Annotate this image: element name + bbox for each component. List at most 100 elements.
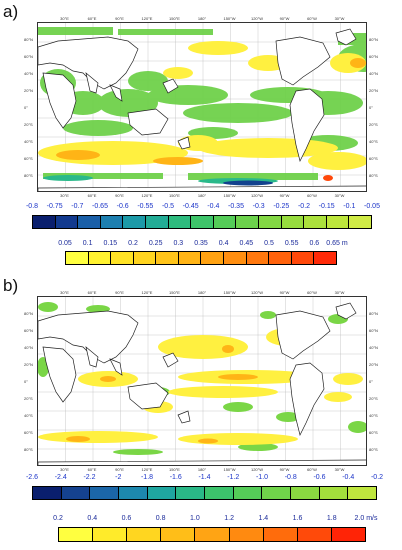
colorbar-cell bbox=[59, 528, 94, 541]
lat-tick-label: 60°N bbox=[24, 54, 33, 59]
colorbar-cell bbox=[205, 487, 234, 499]
colorbar-label: -0.8 bbox=[284, 474, 297, 481]
colorbar-label: -0.05 bbox=[364, 203, 380, 210]
lat-tick-label: 80°S bbox=[369, 173, 378, 178]
lat-tick-label: 20°S bbox=[24, 122, 33, 127]
lon-tick-label: 90°W bbox=[279, 16, 290, 21]
panel-a-colorbar-negative bbox=[32, 215, 372, 229]
colorbar-cell bbox=[304, 216, 327, 228]
colorbar-label: -0.25 bbox=[273, 203, 290, 210]
lon-tick-label: 120°W bbox=[250, 290, 264, 295]
colorbar-cell bbox=[88, 252, 112, 264]
colorbar-label: -0.3 bbox=[252, 203, 265, 210]
colorbar-cell bbox=[314, 252, 336, 264]
lon-tick-label: 60°W bbox=[307, 16, 317, 21]
lat-tick-label: 60°S bbox=[24, 430, 33, 435]
lat-tick-label: 80°N bbox=[369, 37, 378, 42]
lat-tick-label: 20°S bbox=[24, 396, 33, 401]
lon-tick-label: 60°W bbox=[307, 467, 317, 472]
colorbar-cell bbox=[269, 252, 292, 264]
lon-tick-label: 120°W bbox=[250, 467, 264, 472]
lon-tick-label: 30°E bbox=[60, 290, 69, 295]
lon-tick-label: 150°E bbox=[169, 16, 180, 21]
colorbar-cell bbox=[291, 487, 320, 499]
lon-tick-label: 180° bbox=[197, 290, 207, 295]
colorbar-label: -2.4 bbox=[54, 474, 67, 481]
lon-tick-label: 30°W bbox=[334, 193, 345, 198]
colorbar-cell bbox=[111, 252, 134, 264]
colorbar-cell bbox=[233, 487, 263, 499]
colorbar-label: 0.5 bbox=[264, 240, 274, 247]
lon-tick-label: 90°E bbox=[115, 467, 124, 472]
lon-tick-label: 180° bbox=[197, 467, 207, 472]
lat-tick-label: 80°S bbox=[24, 447, 33, 452]
colorbar-label: 0.8 bbox=[155, 515, 166, 522]
lon-tick-label: 90°W bbox=[279, 467, 290, 472]
colorbar-cell bbox=[133, 252, 157, 264]
colorbar-label: -0.4 bbox=[342, 474, 355, 481]
lon-tick-label: 60°W bbox=[307, 193, 317, 198]
colorbar-label: 1.0 bbox=[190, 515, 200, 522]
colorbar-label: -0.1 bbox=[343, 203, 356, 210]
lon-tick-label: 60°E bbox=[87, 16, 97, 21]
colorbar-cell bbox=[191, 216, 214, 228]
colorbar-label: 0.45 bbox=[239, 240, 254, 247]
colorbar-cell bbox=[66, 252, 89, 264]
colorbar-label: -0.5 bbox=[161, 203, 175, 210]
colorbar-cell bbox=[33, 487, 62, 499]
colorbar-cell bbox=[123, 216, 146, 228]
colorbar-label: 1.2 bbox=[224, 515, 234, 522]
lon-tick-label: 30°E bbox=[60, 467, 69, 472]
colorbar-label: -1.2 bbox=[227, 474, 240, 481]
colorbar-label: -1.4 bbox=[198, 474, 211, 481]
colorbar-cell bbox=[145, 216, 169, 228]
colorbar-label: -2.2 bbox=[83, 474, 96, 481]
colorbar-cell bbox=[78, 216, 101, 228]
colorbar-cell bbox=[224, 252, 247, 264]
colorbar-cell bbox=[90, 487, 120, 499]
colorbar-label: -2.6 bbox=[25, 474, 39, 481]
colorbar-label: -0.45 bbox=[182, 203, 199, 210]
panel-b-colorbar-positive-labels: 0.2 0.4 0.6 0.8 1.0 1.2 1.4 1.6 1.8 2.0 m/s bbox=[0, 515, 402, 525]
lon-tick-label: 120°E bbox=[141, 16, 153, 21]
colorbar-label: 0.15 bbox=[103, 240, 118, 247]
lon-tick-label: 120°E bbox=[141, 193, 153, 198]
lat-tick-label: 0° bbox=[24, 105, 28, 110]
colorbar-label: -0.8 bbox=[25, 203, 39, 210]
colorbar-cell bbox=[100, 216, 124, 228]
lat-tick-label: 40°S bbox=[24, 413, 33, 418]
lat-tick-label: 40°S bbox=[24, 139, 33, 144]
colorbar-label: 1.6 bbox=[292, 515, 303, 522]
colorbar-label: -0.2 bbox=[370, 474, 384, 481]
lat-tick-label: 0° bbox=[24, 379, 28, 384]
panel-a-colorbar-positive-labels: 0.05 0.1 0.15 0.2 0.25 0.3 0.35 0.4 0.45 0.5 0.55 0… bbox=[0, 240, 402, 250]
lat-tick-label: 20°S bbox=[369, 396, 378, 401]
colorbar-cell bbox=[262, 487, 292, 499]
lat-tick-label: 20°N bbox=[369, 362, 378, 367]
colorbar-cell bbox=[178, 252, 202, 264]
colorbar-cell bbox=[246, 252, 270, 264]
panel-b-map-graphic bbox=[38, 297, 366, 465]
lon-tick-label: 60°E bbox=[87, 193, 97, 198]
colorbar-label: -1.8 bbox=[140, 474, 154, 481]
lat-tick-label: 40°S bbox=[369, 139, 378, 144]
lon-tick-label: 90°E bbox=[115, 290, 124, 295]
colorbar-label: -0.55 bbox=[137, 203, 154, 210]
lon-tick-label: 120°W bbox=[250, 193, 264, 198]
lon-tick-label: 30°E bbox=[60, 193, 69, 198]
colorbar-label: 0.3 bbox=[173, 240, 184, 247]
colorbar-label: -1.6 bbox=[169, 474, 182, 481]
colorbar-label: -0.75 bbox=[46, 203, 63, 210]
colorbar-cell bbox=[263, 528, 298, 541]
colorbar-cell bbox=[168, 216, 192, 228]
lat-tick-label: 40°N bbox=[369, 71, 378, 76]
panel-a-colorbar-negative-labels: -0.8 -0.75 -0.7 -0.65 -0.6 -0.55 -0.5 -0.45 -0.4… bbox=[0, 203, 402, 213]
colorbar-label: 1.8 bbox=[326, 515, 337, 522]
colorbar-label: 0.2 bbox=[53, 515, 63, 522]
colorbar-label: 0.05 bbox=[58, 240, 72, 247]
lon-tick-label: 150°W bbox=[223, 290, 236, 295]
panel-b-map bbox=[37, 296, 367, 466]
colorbar-cell bbox=[291, 252, 315, 264]
lat-tick-label: 60°S bbox=[369, 430, 378, 435]
lon-tick-label: 120°E bbox=[141, 467, 153, 472]
